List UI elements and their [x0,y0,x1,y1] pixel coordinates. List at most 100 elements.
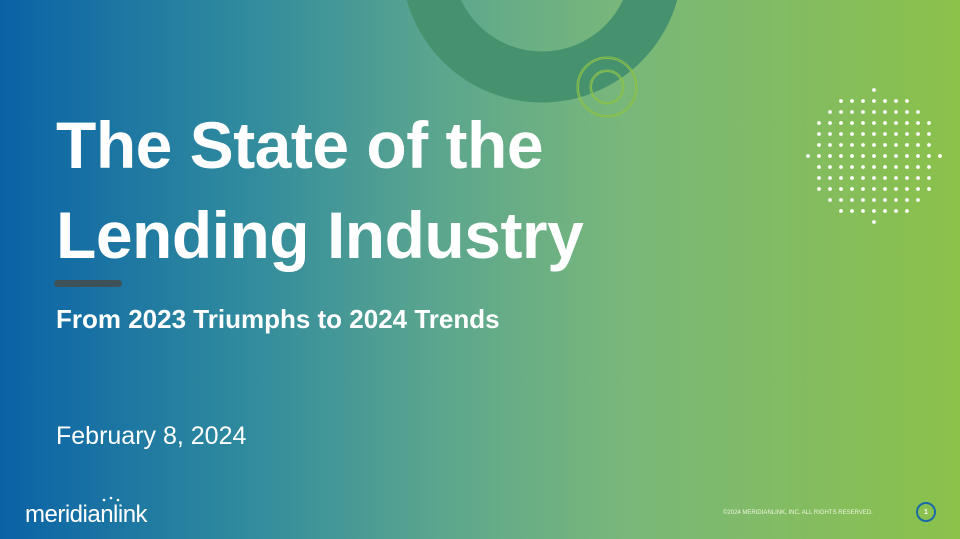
pattern-dot [905,198,909,202]
pattern-dot [883,165,887,169]
pattern-dot [861,154,865,158]
pattern-dot [872,198,876,202]
pattern-dot [839,209,843,213]
pattern-dot [905,121,909,125]
pattern-dot [806,154,810,158]
pattern-dot [927,165,931,169]
pattern-dot [850,99,854,103]
pattern-dot [839,198,843,202]
copyright-notice: ©2024 MERIDIANLINK, INC. ALL RIGHTS RESE… [723,510,873,516]
pattern-dot [883,198,887,202]
pattern-dot [916,132,920,136]
pattern-dot [817,154,821,158]
pattern-dot [839,110,843,114]
pattern-dot [828,154,832,158]
slide-title: The State of the Lending Industry [56,108,584,272]
pattern-dot [905,132,909,136]
pattern-dot [916,176,920,180]
pattern-dot [828,132,832,136]
pattern-dot [894,176,898,180]
pattern-dot [850,198,854,202]
pattern-dot [861,176,865,180]
pattern-dot [894,143,898,147]
pattern-dot [817,187,821,191]
pattern-dot [828,121,832,125]
pattern-dot [916,198,920,202]
pattern-dot [850,132,854,136]
pattern-dot [839,165,843,169]
pattern-dot [861,209,865,213]
pattern-dot [861,198,865,202]
pattern-dot [883,154,887,158]
pattern-dot [905,165,909,169]
pattern-dot [905,99,909,103]
pattern-dot [817,143,821,147]
pattern-dot [894,121,898,125]
pattern-dot [872,110,876,114]
pattern-dot [905,176,909,180]
pattern-dot [883,132,887,136]
pattern-dot [872,165,876,169]
pattern-dot [905,209,909,213]
pattern-dot [828,187,832,191]
pattern-dot [861,132,865,136]
small-rings-shape [576,56,638,118]
pattern-dot [883,121,887,125]
pattern-dot [916,187,920,191]
pattern-dot [916,154,920,158]
page-number: 1 [916,502,936,522]
pattern-dot [861,165,865,169]
pattern-dot [927,176,931,180]
pattern-dot [872,88,876,92]
pattern-dot [850,110,854,114]
pattern-dot [883,143,887,147]
pattern-dot [894,110,898,114]
pattern-dot [839,121,843,125]
presentation-date: February 8, 2024 [56,422,247,450]
pattern-dot [883,209,887,213]
pattern-dot [938,154,942,158]
large-ring-shape [406,0,678,103]
pattern-dot [861,143,865,147]
pattern-dot [883,99,887,103]
pattern-dot [905,187,909,191]
pattern-dot [872,209,876,213]
accent-divider [54,280,122,287]
pattern-dot [850,121,854,125]
pattern-dot [916,121,920,125]
pattern-dot [894,209,898,213]
meridianlink-logo: meridianlink [25,501,148,528]
pattern-dot [861,110,865,114]
pattern-dot [894,99,898,103]
pattern-dot [850,187,854,191]
pattern-dot [861,121,865,125]
pattern-dot [872,132,876,136]
pattern-dot [905,110,909,114]
pattern-dot [828,176,832,180]
pattern-dot [861,187,865,191]
pattern-dot [872,176,876,180]
pattern-dot [828,198,832,202]
pattern-dot [883,176,887,180]
pattern-dot [850,154,854,158]
pattern-dot [850,176,854,180]
pattern-dot [861,99,865,103]
dot-circle-pattern [806,88,942,224]
pattern-dot [883,110,887,114]
pattern-dot [828,143,832,147]
pattern-dot [883,187,887,191]
pattern-dot [916,165,920,169]
pattern-dot [894,187,898,191]
slide-subtitle: From 2023 Triumphs to 2024 Trends [56,304,500,334]
pattern-dot [894,154,898,158]
pattern-dot [927,187,931,191]
pattern-dot [828,110,832,114]
pattern-dot [927,154,931,158]
pattern-dot [872,143,876,147]
pattern-dot [839,99,843,103]
pattern-dot [839,143,843,147]
pattern-dot [817,165,821,169]
pattern-dot [872,187,876,191]
